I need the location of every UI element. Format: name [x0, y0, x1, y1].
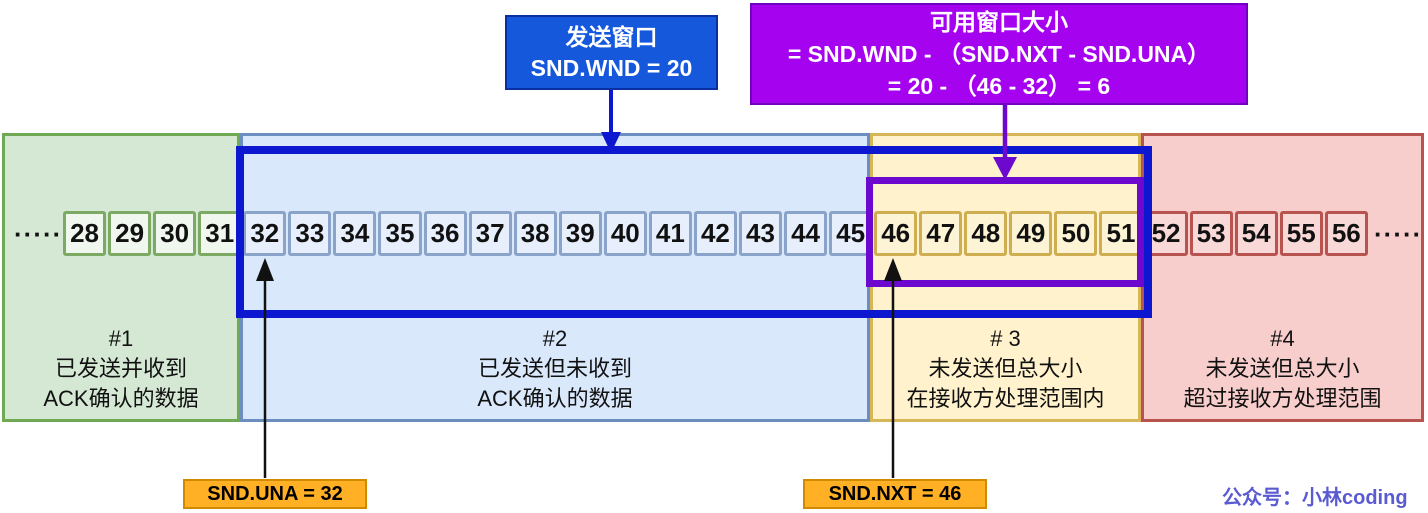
sequence-cell-34: 34: [333, 211, 377, 256]
watermark: 公众号：小林coding: [1222, 487, 1408, 509]
region-4-line2: 超过接收方处理范围: [1183, 386, 1382, 411]
region-3-number: # 3: [990, 326, 1021, 351]
available-window-result: = 20 - （46 - 32） = 6: [887, 73, 1111, 99]
sequence-cell-31: 31: [198, 211, 242, 256]
snd-una-label: SND.UNA = 32: [183, 479, 367, 509]
region-3-line1: 未发送但总大小: [928, 356, 1083, 381]
sequence-cell-40: 40: [603, 211, 647, 256]
sequence-cell-39: 39: [558, 211, 602, 256]
region-1-line1: 已发送并收到: [54, 356, 187, 381]
sequence-cell-46: 46: [874, 211, 918, 256]
ellipsis-left: ·····: [14, 219, 63, 249]
send-window-title: 发送窗口: [565, 23, 658, 50]
sequence-cell-36: 36: [423, 211, 467, 256]
sequence-cell-49: 49: [1009, 211, 1053, 256]
sequence-cell-38: 38: [513, 211, 557, 256]
region-1-caption: #1 已发送并收到 ACK确认的数据: [5, 324, 237, 414]
region-sent-unacked-data: #2 已发送但未收到 ACK确认的数据: [240, 133, 870, 422]
sequence-cell-29: 29: [108, 211, 152, 256]
snd-nxt-label: SND.NXT = 46: [803, 479, 987, 509]
sequence-cell-50: 50: [1054, 211, 1098, 256]
sequence-cell-28: 28: [63, 211, 107, 256]
sequence-cell-30: 30: [153, 211, 197, 256]
region-4-line1: 未发送但总大小: [1205, 356, 1360, 381]
region-1-number: #1: [108, 326, 134, 351]
sequence-cell-35: 35: [378, 211, 422, 256]
ellipsis-right: ·····: [1374, 219, 1423, 249]
region-1-line2: ACK确认的数据: [43, 386, 199, 411]
sequence-cell-45: 45: [829, 211, 873, 256]
region-2-number: #2: [542, 326, 568, 351]
region-2-line1: 已发送但未收到: [477, 356, 632, 381]
region-unsent-outside-window: #4 未发送但总大小 超过接收方处理范围: [1141, 133, 1424, 422]
send-window-value: SND.WND = 20: [530, 54, 693, 81]
sequence-cell-37: 37: [468, 211, 512, 256]
available-window-title: 可用窗口大小: [930, 9, 1068, 35]
region-4-number: #4: [1270, 326, 1295, 351]
send-window-label-box: 发送窗口 SND.WND = 20: [505, 15, 718, 90]
sequence-cell-44: 44: [784, 211, 828, 256]
region-3-line2: 在接收方处理范围内: [906, 386, 1105, 411]
sequence-cell-47: 47: [919, 211, 963, 256]
available-window-frame: [866, 177, 1144, 287]
sequence-cells: 28 29 30 31 32 33 34 35 36 37 38 39 40 41 42 43 44 45 46 47…: [63, 211, 1368, 256]
region-3-caption: # 3 未发送但总大小 在接收方处理范围内: [873, 324, 1138, 414]
sequence-cell-55: 55: [1279, 211, 1323, 256]
sequence-cell-33: 33: [288, 211, 332, 256]
region-acked-data: #1 已发送并收到 ACK确认的数据: [2, 133, 240, 422]
sequence-cell-54: 54: [1234, 211, 1278, 256]
available-window-label-box: 可用窗口大小 = SND.WND - （SND.NXT - SND.UNA） =…: [750, 3, 1248, 105]
region-4-caption: #4 未发送但总大小 超过接收方处理范围: [1144, 324, 1421, 414]
sequence-cell-53: 53: [1189, 211, 1233, 256]
sequence-cell-56: 56: [1324, 211, 1368, 256]
send-window-frame: [236, 146, 1152, 318]
available-window-formula: = SND.WND - （SND.NXT - SND.UNA）: [787, 41, 1211, 67]
sequence-cell-32: 32: [243, 211, 287, 256]
sequence-cell-42: 42: [693, 211, 737, 256]
sequence-cell-48: 48: [964, 211, 1008, 256]
sequence-cell-43: 43: [738, 211, 782, 256]
region-2-caption: #2 已发送但未收到 ACK确认的数据: [243, 324, 867, 414]
sequence-cell-41: 41: [648, 211, 692, 256]
region-2-line2: ACK确认的数据: [477, 386, 633, 411]
